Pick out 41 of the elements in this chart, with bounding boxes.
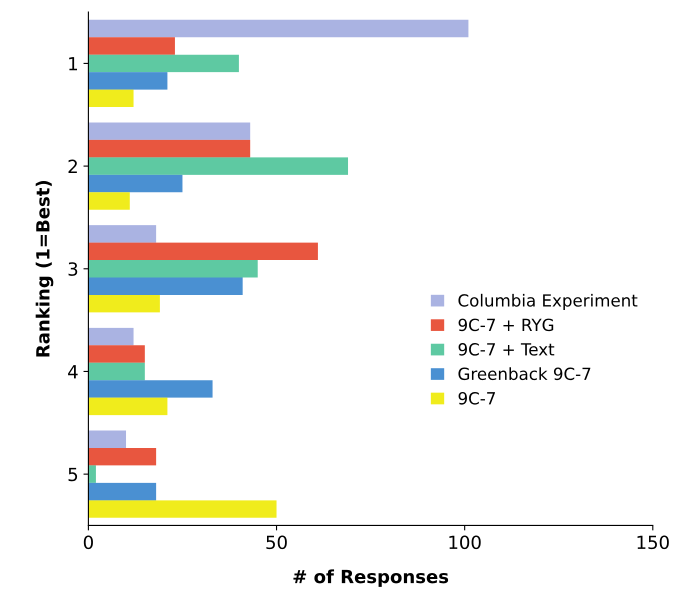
bar [88, 157, 348, 175]
bar [88, 500, 277, 518]
y-tick-label: 4 [68, 365, 78, 378]
legend-label: Columbia Experiment [458, 294, 638, 310]
bar [88, 140, 250, 158]
bar [88, 448, 156, 466]
bar [88, 430, 126, 448]
bar [88, 328, 134, 346]
x-tick-label: 100 [449, 536, 481, 550]
legend-label: Greenback 9C-7 [458, 367, 590, 380]
bar [88, 37, 175, 55]
y-tick-label: 2 [68, 160, 77, 173]
y-tick-label: 1 [69, 57, 78, 70]
bar [88, 482, 156, 500]
y-tick-label: 5 [68, 468, 78, 482]
bar [88, 192, 130, 210]
bar [88, 90, 134, 108]
bar [88, 20, 468, 38]
x-axis-title: # of Responses [293, 569, 448, 587]
x-tick-label: 0 [84, 536, 93, 550]
bar [88, 362, 145, 380]
x-tick-label: 150 [638, 536, 669, 550]
y-axis-title: Ranking (1=Best) [36, 180, 54, 357]
bar [88, 122, 250, 140]
bar [88, 72, 168, 90]
bar [88, 294, 160, 312]
bar [88, 225, 156, 243]
bar [88, 278, 243, 295]
bar [88, 54, 239, 72]
bar [88, 174, 182, 192]
legend-label: 9C-7 + Text [458, 343, 554, 356]
legend-label: 9C-7 + RYG [458, 318, 554, 332]
bar [88, 398, 168, 416]
bar [88, 345, 145, 363]
bar [88, 380, 213, 398]
bar [88, 260, 258, 278]
bar [88, 242, 318, 260]
x-tick-label: 50 [266, 536, 287, 550]
legend-label: 9C-7 [458, 392, 495, 405]
bar [88, 465, 96, 483]
y-tick-label: 3 [68, 262, 78, 276]
